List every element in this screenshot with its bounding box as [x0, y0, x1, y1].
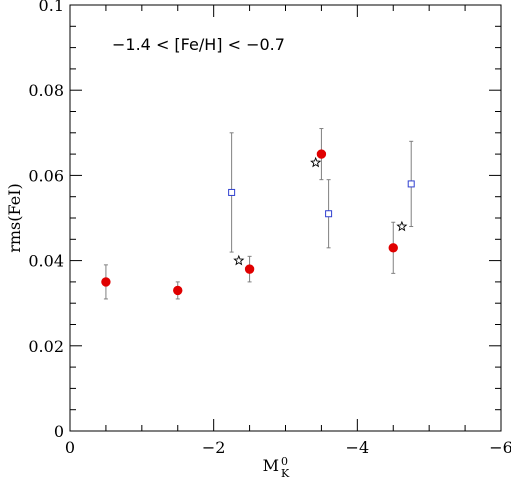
y-tick-label: 0.02 — [28, 337, 64, 356]
data-markers — [101, 149, 415, 296]
svg-text:K: K — [281, 467, 290, 479]
svg-text:0: 0 — [281, 455, 288, 468]
x-axis-title: M 0 K — [263, 455, 290, 479]
y-tick-label: 0.04 — [28, 252, 64, 271]
open-square-marker — [228, 188, 236, 196]
axis-ticks — [69, 4, 502, 432]
filled-circle-marker — [388, 243, 398, 253]
y-tick-label: 0.1 — [39, 0, 64, 15]
x-tick-label: −2 — [202, 438, 226, 457]
plot-frame — [69, 4, 502, 432]
open-square-marker — [325, 210, 333, 218]
metallicity-range-annotation: −1.4 < [Fe/H] < −0.7 — [112, 35, 285, 54]
y-axis-title: rms(FeI) — [5, 183, 24, 253]
open-star-marker — [396, 220, 408, 232]
y-tick-label: 0.06 — [28, 166, 64, 185]
filled-circle-marker — [316, 149, 327, 159]
open-square-marker — [407, 180, 415, 188]
open-star-marker — [310, 156, 322, 168]
error-bars — [103, 128, 414, 300]
y-tick-label: 0 — [54, 422, 64, 441]
y-tick-label: 0.08 — [28, 81, 64, 100]
svg-text:M: M — [263, 456, 279, 475]
axis-tick-labels: 0 −2 −4 −6 0 0.02 0.04 0.06 0.08 0.1 — [28, 0, 511, 457]
x-tick-label: −6 — [489, 438, 511, 457]
filled-circle-marker — [244, 264, 255, 274]
filled-circle-marker — [101, 277, 111, 287]
x-tick-label: −4 — [346, 438, 370, 457]
filled-circle-marker — [173, 285, 183, 296]
x-tick-label: 0 — [65, 438, 75, 457]
open-star-marker — [233, 254, 245, 266]
